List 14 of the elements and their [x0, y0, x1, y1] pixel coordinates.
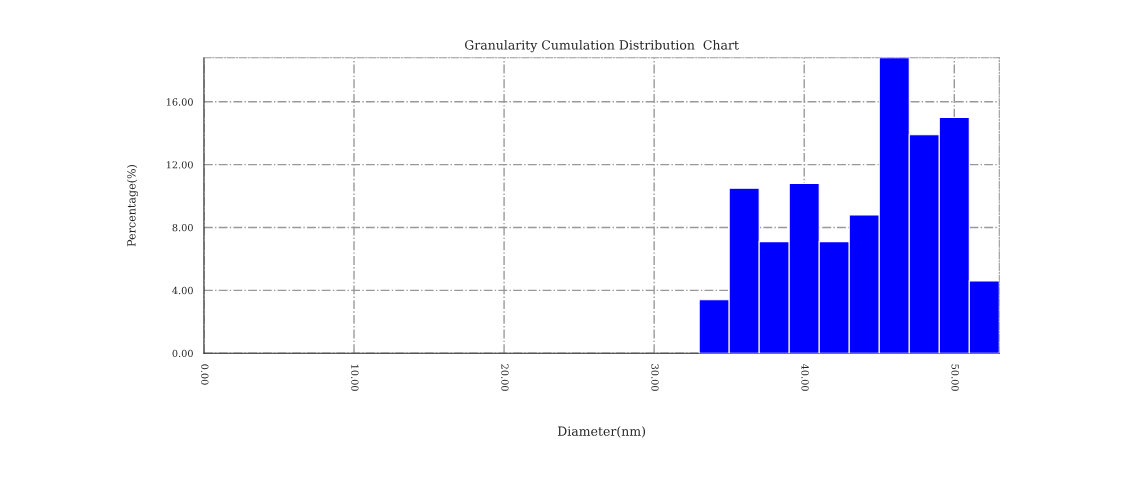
y-tick-label: 12.00 [166, 161, 193, 169]
x-axis-title: Diameter(nm) [557, 426, 646, 438]
y-tick-label: 0.00 [172, 349, 193, 358]
x-tick-label: 50.00 [951, 364, 959, 391]
x-tick-label: 0.00 [201, 364, 209, 385]
x-tick-label: 10.00 [351, 364, 359, 391]
x-tick-label: 20.00 [501, 364, 509, 391]
x-tick-label: 30.00 [651, 364, 659, 391]
y-tick-label: 4.00 [172, 286, 193, 295]
x-tick-label: 40.00 [801, 363, 809, 391]
chart-title: Granularity Cumulation Distribution Chart [465, 39, 739, 53]
y-tick-label: 16.00 [166, 98, 193, 106]
y-tick-label: 8.00 [172, 223, 193, 232]
y-axis-title: Percentage(%) [127, 164, 138, 247]
